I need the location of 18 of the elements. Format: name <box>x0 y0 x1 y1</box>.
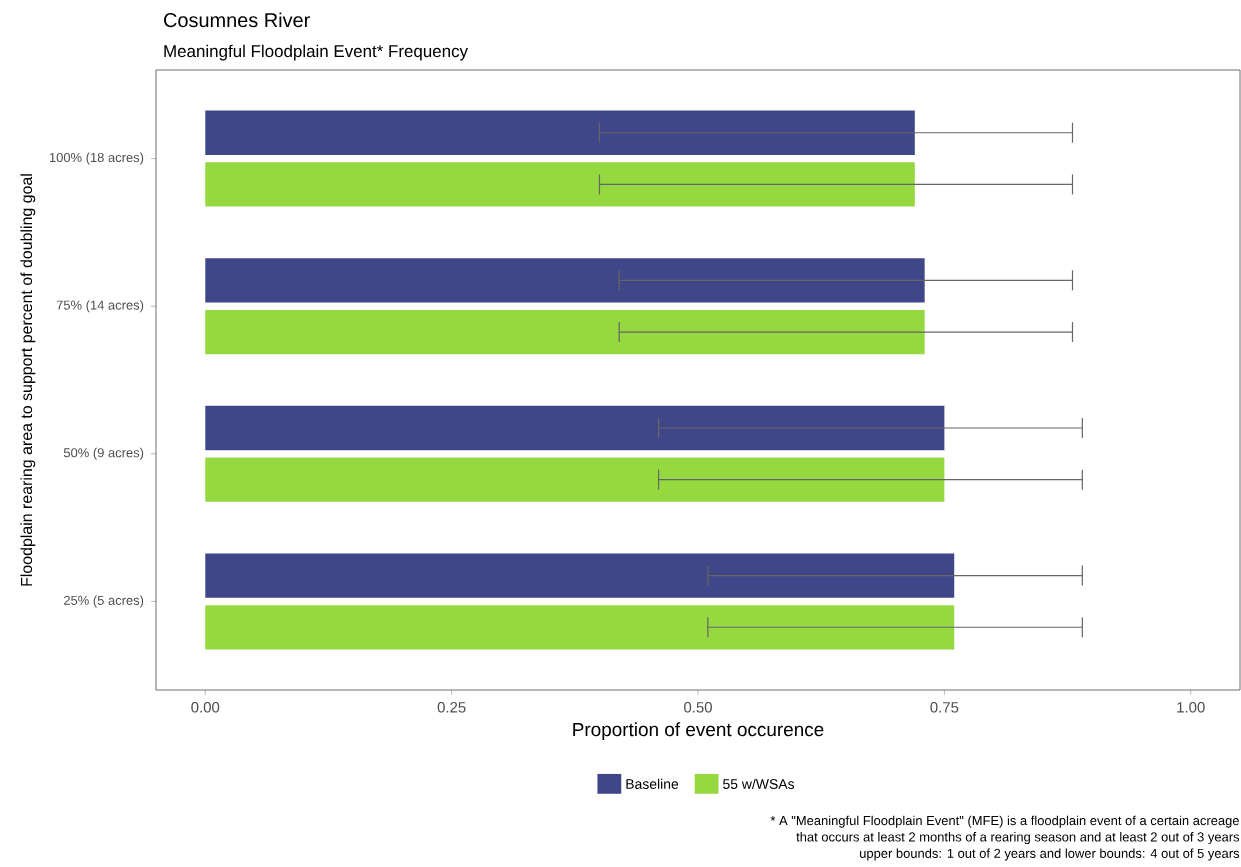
legend-label: 55 w/WSAs <box>723 778 795 789</box>
y-tick-label: 75% (14 acres) <box>56 300 144 313</box>
x-tick-label: 0.00 <box>191 702 220 713</box>
y-tick-label: 100% (18 acres) <box>49 152 144 165</box>
x-tick-label: 1.00 <box>1177 702 1205 713</box>
chart-subtitle: Meaningful Floodplain Event* Frequency <box>164 44 468 61</box>
legend-label: Baseline <box>626 778 679 789</box>
x-axis-title: Proportion of event occurence <box>573 722 824 740</box>
x-tick-label: 0.75 <box>930 702 959 713</box>
x-tick-label: 0.50 <box>684 702 712 713</box>
y-tick-label: 50% (9 acres) <box>63 447 144 460</box>
text: * A "Meaningful Floodplain Event" (MFE) is a floodplain event of a certain acreage <box>770 815 1239 828</box>
text: that occurs at least 2 months of a rearing season and at least 2 out of 3 years <box>796 832 1240 845</box>
x-tick-label: 0.25 <box>437 702 466 713</box>
y-axis-title: Floodplain rearing area to support percent of doubling goal <box>20 174 36 586</box>
chart-title: Cosumnes River <box>164 12 310 28</box>
text: upper bounds: 1 out of 2 years and lower bounds: 4 out of 5 years <box>860 848 1240 861</box>
y-tick-label: 25% (5 acres) <box>64 595 144 608</box>
